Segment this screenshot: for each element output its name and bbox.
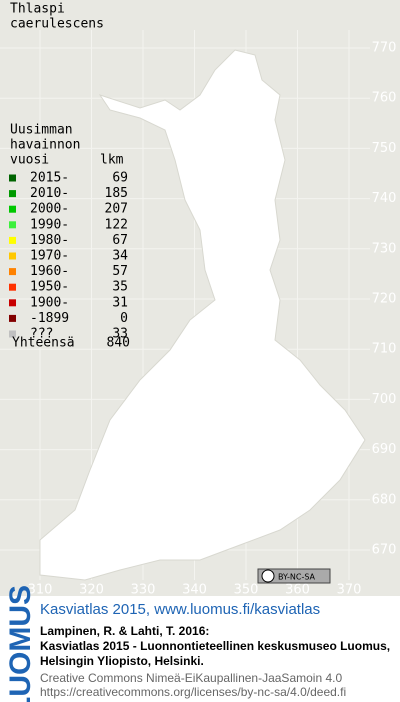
legend-label: 2000-: [30, 202, 69, 217]
legend-swatch: [9, 252, 16, 260]
citation-line: Helsingin Yliopisto, Helsinki.: [40, 654, 204, 668]
species-title: Thlaspi: [10, 2, 65, 17]
legend-count: 0: [120, 311, 128, 326]
y-grid-label: 770: [372, 41, 397, 56]
legend-count-heading: lkm: [100, 153, 124, 168]
y-grid-label: 700: [372, 392, 397, 407]
legend-label: -1899: [30, 311, 69, 326]
legend-label: 1980-: [30, 233, 69, 248]
legend-swatch: [9, 205, 16, 213]
legend-heading: havainnon: [10, 138, 80, 153]
y-grid-label: 720: [372, 292, 397, 307]
license-line: Creative Commons Nimeä-EiKaupallinen-Jaa…: [40, 671, 342, 685]
y-grid-label: 690: [372, 442, 397, 457]
legend-count: 67: [112, 233, 128, 248]
legend-count: 35: [112, 280, 128, 295]
legend-label: 2015-: [30, 171, 69, 186]
total-count: 840: [107, 336, 130, 351]
legend-swatch: [9, 236, 16, 244]
legend-label: ???: [30, 327, 53, 342]
finland-outline: [39, 49, 366, 581]
legend-label: 1990-: [30, 217, 69, 232]
legend-swatch: [9, 221, 16, 229]
y-grid-label: 680: [372, 492, 397, 507]
legend-swatch: [9, 314, 16, 322]
legend-count: 33: [112, 327, 128, 342]
x-grid-label: 340: [182, 583, 207, 598]
legend-count: 31: [112, 295, 128, 310]
y-grid-label: 750: [372, 141, 397, 156]
y-grid-label: 670: [372, 543, 397, 558]
badge-box: [257, 568, 331, 584]
badge-text: BY-NC-SA: [278, 573, 316, 582]
legend-label: 1960-: [30, 264, 69, 279]
y-grid-label: 740: [372, 191, 397, 206]
x-grid-label: 310: [28, 583, 53, 598]
legend-count: 122: [105, 217, 128, 232]
legend-label: 2010-: [30, 186, 69, 201]
legend-label: 1900-: [30, 295, 69, 310]
y-grid-label: 710: [372, 342, 397, 357]
x-grid-label: 350: [234, 583, 259, 598]
legend-count: 185: [105, 186, 128, 201]
species-title: caerulescens: [10, 17, 104, 32]
y-grid-label: 760: [372, 91, 397, 106]
x-grid-label: 370: [337, 583, 362, 598]
legend-label: 1950-: [30, 280, 69, 295]
badge-cc-icon: [261, 569, 275, 583]
legend-heading: vuosi: [10, 153, 49, 168]
legend-count: 69: [112, 171, 128, 186]
legend-count: 57: [112, 264, 128, 279]
x-grid-label: 320: [79, 583, 104, 598]
citation-line: Kasviatlas 2015 - Luonnontieteellinen ke…: [40, 639, 390, 653]
legend-swatch: [9, 268, 16, 276]
legend-heading: Uusimman: [10, 123, 73, 138]
legend-swatch: [9, 174, 16, 182]
legend-swatch: [9, 330, 16, 338]
x-grid-label: 360: [285, 583, 310, 598]
legend-swatch: [9, 190, 16, 198]
legend-count: 207: [105, 202, 128, 217]
license-badge: BY-NC-SA: [257, 568, 331, 584]
license-line: https://creativecommons.org/licenses/by-…: [40, 685, 346, 699]
legend-label: 1970-: [30, 249, 69, 264]
legend-count: 34: [112, 249, 128, 264]
legend-swatch: [9, 283, 16, 291]
citation-line: Lampinen, R. & Lahti, T. 2016:: [40, 624, 209, 638]
x-grid-label: 330: [131, 583, 156, 598]
headline: Kasviatlas 2015, www.luomus.fi/kasviatla…: [40, 601, 320, 618]
legend-swatch: [9, 299, 16, 307]
logo: LUOMUS: [4, 585, 37, 702]
total-label: Yhteensä: [12, 336, 75, 351]
y-grid-label: 730: [372, 241, 397, 256]
